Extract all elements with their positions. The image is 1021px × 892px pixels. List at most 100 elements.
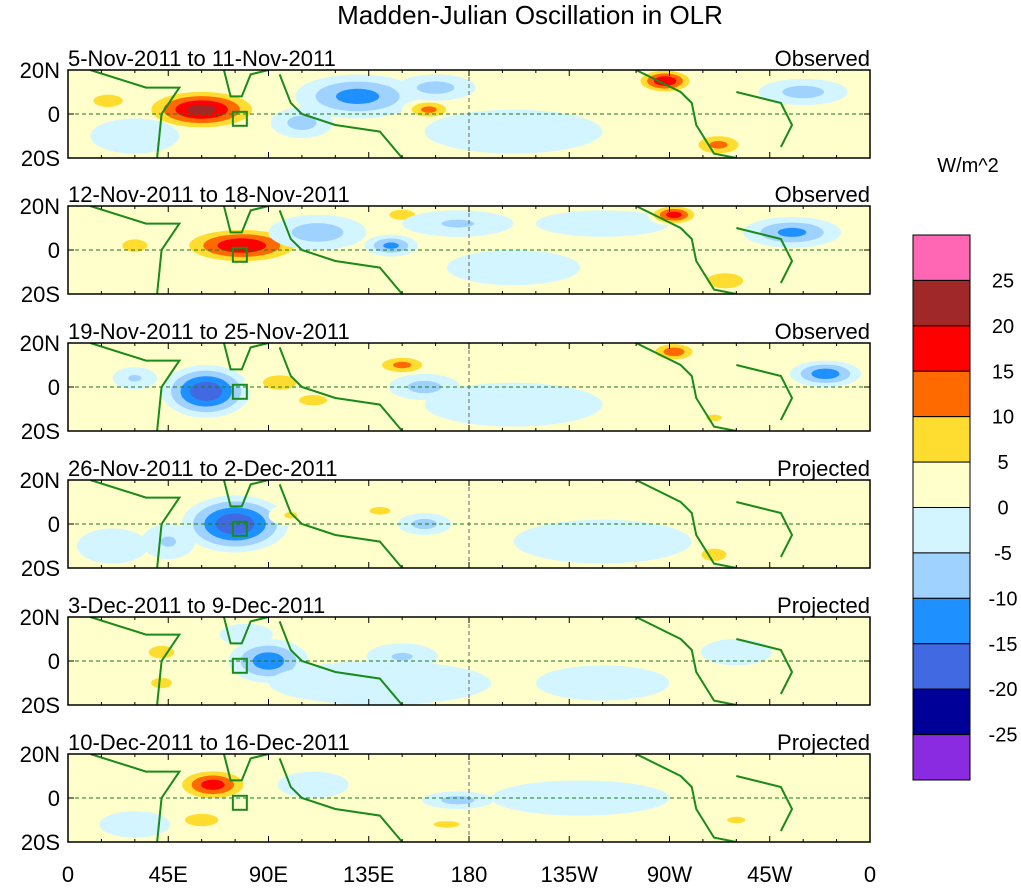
- colorbar-swatch: [912, 461, 971, 509]
- coastline: [635, 480, 737, 568]
- anomaly-contour: [287, 115, 317, 131]
- panel-date-range: 10-Dec-2011 to 16-Dec-2011: [68, 730, 350, 755]
- anomaly-contour: [336, 88, 380, 105]
- coastline: [222, 480, 269, 508]
- colorbar-swatch: [912, 552, 971, 599]
- colorbar-label: -15: [989, 634, 1018, 656]
- panel-status: Projected: [777, 456, 870, 481]
- anomaly-contour: [393, 361, 412, 369]
- colorbar-label: -20: [989, 679, 1018, 701]
- y-tick-label: 20N: [20, 331, 60, 356]
- anomaly-contour: [369, 506, 391, 515]
- mjo-index-box: [231, 110, 248, 127]
- coastline: [278, 74, 403, 158]
- y-tick-label: 0: [48, 786, 60, 811]
- x-tick-label: 135W: [541, 862, 599, 887]
- coastline: [635, 754, 737, 842]
- y-tick-label: 20S: [21, 556, 60, 581]
- y-tick-label: 20N: [20, 742, 60, 767]
- anomaly-contour: [663, 347, 685, 357]
- anomaly-contour: [187, 104, 216, 115]
- coastline: [635, 343, 737, 431]
- x-tick-label: 45W: [747, 862, 792, 887]
- anomaly-contour: [291, 223, 344, 242]
- anomaly-contour: [128, 374, 142, 382]
- anomaly-contour: [777, 227, 807, 237]
- chart-title: Madden-Julian Oscillation in OLR: [337, 0, 723, 30]
- anomaly-contour: [411, 518, 437, 530]
- coastline: [635, 617, 737, 705]
- y-tick-label: 20S: [21, 146, 60, 171]
- anomaly-contour: [160, 536, 177, 547]
- anomaly-contour: [666, 211, 682, 219]
- anomaly-contour: [90, 118, 180, 154]
- map-panel: 20N 0 20S 12-Nov-2011 to 18-Nov-2011 Observe…: [20, 182, 871, 307]
- panel-status: Projected: [777, 730, 870, 755]
- anomaly-contour: [389, 209, 415, 220]
- anomaly-contour: [653, 76, 677, 86]
- y-tick-label: 0: [48, 238, 60, 263]
- y-tick-label: 20N: [20, 58, 60, 83]
- coastline: [278, 484, 403, 568]
- anomaly-contour: [407, 380, 442, 394]
- panel-status: Observed: [775, 319, 870, 344]
- anomaly-contour: [782, 85, 825, 99]
- coastline: [89, 70, 182, 158]
- anomaly-contour: [215, 513, 255, 535]
- coastline: [736, 501, 794, 558]
- anomaly-contour: [446, 250, 581, 286]
- anomaly-contour: [184, 813, 219, 827]
- coastline: [635, 206, 737, 294]
- coastline: [736, 91, 794, 148]
- anomaly-contour: [421, 106, 437, 113]
- anomaly-contour: [189, 381, 223, 401]
- colorbar-units: W/m^2: [937, 155, 999, 177]
- colorbar-label: -5: [994, 543, 1012, 565]
- anomaly-contour: [416, 81, 455, 94]
- anomaly-contour: [513, 519, 692, 564]
- coastline: [278, 621, 403, 705]
- y-tick-label: 20N: [20, 468, 60, 493]
- colorbar-swatch: [912, 597, 971, 645]
- anomaly-contour: [299, 395, 328, 406]
- colorbar-swatch: [912, 279, 971, 327]
- coastline: [278, 758, 403, 842]
- coastline: [89, 206, 182, 294]
- coastline: [89, 343, 182, 431]
- mjo-index-box: [231, 794, 248, 811]
- anomaly-contour: [252, 652, 285, 670]
- colorbar-swatch: [912, 643, 971, 690]
- colorbar-label: -10: [989, 588, 1018, 610]
- panel-status: Projected: [777, 593, 870, 618]
- anomaly-contour: [424, 488, 558, 516]
- colorbar-label: -25: [989, 725, 1018, 747]
- anomaly-contour: [424, 109, 603, 154]
- anomaly-contour: [383, 242, 399, 249]
- colorbar-label: 5: [997, 452, 1008, 474]
- coastline: [736, 227, 794, 284]
- colorbar-swatch: [912, 370, 971, 418]
- x-tick-label: 90E: [249, 862, 288, 887]
- coastline: [89, 617, 182, 705]
- colorbar-label: 20: [992, 316, 1014, 338]
- anomaly-contour: [433, 821, 460, 828]
- anomaly-contour: [148, 645, 175, 659]
- anomaly-contour: [424, 382, 603, 427]
- coastline: [222, 206, 269, 234]
- colorbar-swatch: [912, 734, 971, 781]
- x-tick-label: 0: [62, 862, 74, 887]
- coastline: [222, 617, 269, 645]
- colorbar-swatch: [912, 234, 971, 281]
- panel-date-range: 19-Nov-2011 to 25-Nov-2011: [68, 319, 350, 344]
- map-panel: 20N 0 20S 26-Nov-2011 to 2-Dec-2011 Projecte…: [20, 456, 871, 581]
- coastline: [736, 775, 794, 832]
- coastline: [222, 70, 269, 98]
- anomaly-contour: [535, 210, 670, 237]
- mjo-index-box: [231, 520, 248, 537]
- y-tick-label: 0: [48, 512, 60, 537]
- anomaly-contour: [93, 94, 123, 107]
- panel-date-range: 12-Nov-2011 to 18-Nov-2011: [68, 182, 350, 207]
- anomaly-contour: [262, 375, 297, 390]
- anomaly-contour: [441, 219, 475, 228]
